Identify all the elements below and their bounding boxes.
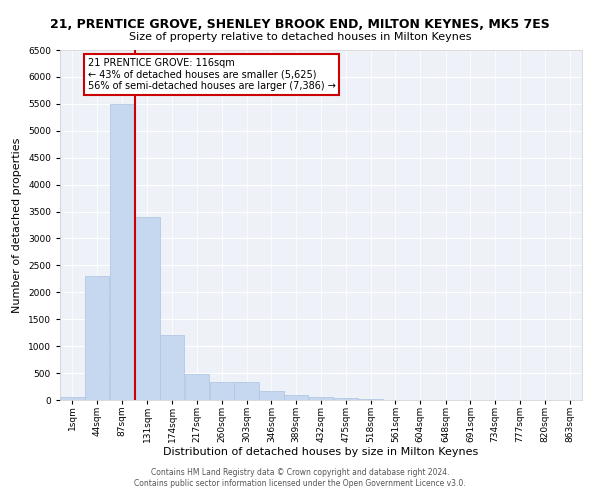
Bar [60,398,85,400]
Bar [110,104,134,400]
Bar [85,276,109,400]
Text: 21, PRENTICE GROVE, SHENLEY BROOK END, MILTON KEYNES, MK5 7ES: 21, PRENTICE GROVE, SHENLEY BROOK END, M… [50,18,550,30]
Y-axis label: Number of detached properties: Number of detached properties [13,138,22,312]
Bar [284,394,308,400]
Text: Contains HM Land Registry data © Crown copyright and database right 2024.
Contai: Contains HM Land Registry data © Crown c… [134,468,466,487]
X-axis label: Distribution of detached houses by size in Milton Keynes: Distribution of detached houses by size … [163,448,479,458]
Bar [235,382,259,400]
Bar [185,374,209,400]
Bar [160,336,184,400]
Bar [309,398,333,400]
Bar [259,392,284,400]
Bar [135,217,160,400]
Bar [209,382,234,400]
Text: Size of property relative to detached houses in Milton Keynes: Size of property relative to detached ho… [129,32,471,42]
Bar [334,398,358,400]
Text: 21 PRENTICE GROVE: 116sqm
← 43% of detached houses are smaller (5,625)
56% of se: 21 PRENTICE GROVE: 116sqm ← 43% of detac… [88,58,335,92]
